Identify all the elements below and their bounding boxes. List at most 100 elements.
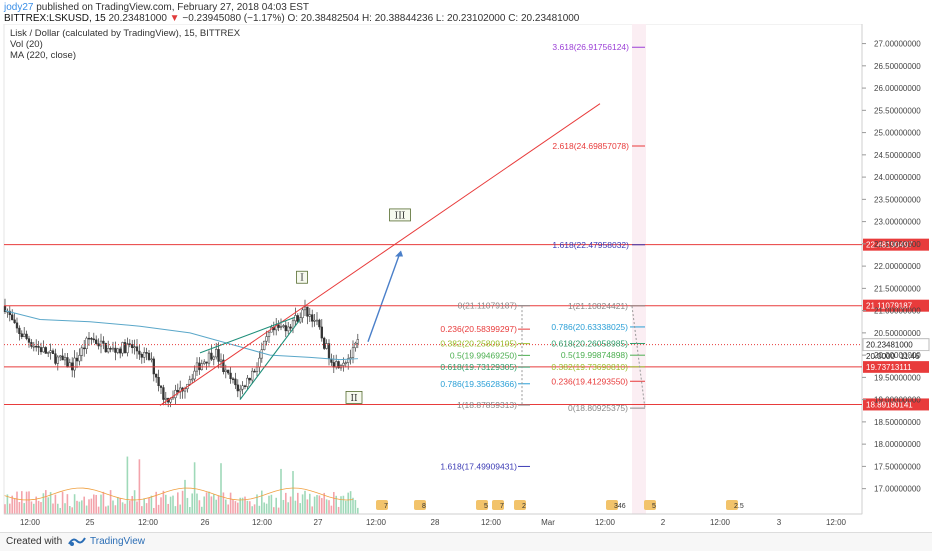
- candle-body: [212, 356, 215, 360]
- y-tick-label: 18.00000000: [874, 440, 921, 449]
- candle-body: [157, 377, 160, 386]
- change-value: −0.23945080 (−1.17%): [182, 13, 285, 24]
- chart-legend: Lisk / Dollar (calculated by TradingView…: [10, 28, 240, 61]
- candle-body: [320, 326, 323, 339]
- volume-bar: [323, 492, 325, 514]
- legend-volume[interactable]: Vol (20): [10, 39, 43, 50]
- candle-body: [282, 325, 285, 327]
- volume-bar: [215, 499, 217, 514]
- channel-upper: [199, 316, 296, 354]
- volume-bar: [251, 506, 253, 514]
- volume-bar: [81, 500, 83, 514]
- author-name[interactable]: jody27: [4, 2, 34, 13]
- candle-body: [205, 361, 208, 364]
- volume-bar: [318, 495, 321, 514]
- volume-bar: [340, 496, 342, 514]
- volume-bar: [311, 506, 313, 514]
- fib-right-trend: [631, 306, 646, 409]
- x-tick-label: 12:00: [252, 518, 273, 527]
- candle-body: [116, 348, 119, 353]
- x-tick-label: 27: [314, 518, 323, 527]
- candle-body: [234, 378, 237, 386]
- legend-ma[interactable]: MA (220, close): [10, 50, 76, 61]
- candle-body: [159, 385, 163, 388]
- candle-body: [315, 319, 319, 322]
- fib-ext-label: 1.618(22.47958032): [552, 240, 629, 250]
- volume-bar: [131, 496, 133, 514]
- volume-bar: [253, 504, 256, 514]
- volume-bar: [136, 501, 138, 514]
- volume-bar: [30, 501, 33, 514]
- volume-bar: [342, 495, 345, 514]
- x-tick-label: 2: [661, 518, 666, 527]
- volume-bar: [299, 503, 301, 514]
- y-tick-label: 23.00000000: [874, 218, 921, 227]
- volume-bar: [275, 497, 277, 514]
- volume-bar: [85, 505, 88, 514]
- volume-bar: [57, 503, 59, 514]
- x-tick-label: 12:00: [595, 518, 616, 527]
- volume-bar: [246, 500, 249, 514]
- tradingview-brand[interactable]: TradingView: [90, 536, 146, 547]
- candle-body: [102, 340, 105, 344]
- y-tick-label: 19.50000000: [874, 373, 921, 382]
- candle-body: [164, 397, 167, 400]
- candle-body: [284, 325, 287, 332]
- y-tick-label: 25.00000000: [874, 129, 921, 138]
- candle-body: [354, 342, 357, 349]
- volume-bar: [54, 494, 57, 514]
- volume-bar: [49, 492, 52, 514]
- volume-bar: [222, 492, 225, 514]
- volume-bar: [333, 491, 335, 514]
- volume-bar: [64, 503, 66, 514]
- candle-body: [287, 326, 290, 332]
- volume-bar: [229, 492, 232, 514]
- candle-body: [143, 352, 146, 358]
- candle-body: [289, 326, 292, 329]
- volume-bar: [165, 494, 167, 514]
- candle-body: [87, 337, 91, 340]
- plot-area: [3, 24, 863, 515]
- volume-bar: [189, 507, 191, 514]
- y-tick-label: 18.50000000: [874, 418, 921, 427]
- volume-bar: [277, 507, 280, 514]
- y-tick-label: 21.00000000: [874, 307, 921, 316]
- y-tick-label: 22.50000000: [874, 240, 921, 249]
- candle-body: [42, 347, 45, 353]
- y-tick-label: 17.50000000: [874, 462, 921, 471]
- volume-bar: [9, 503, 11, 514]
- volume-bar: [208, 491, 210, 514]
- volume-bar: [112, 500, 114, 514]
- fib-levels: 3.618(26.91756124) 2.618(24.69857078) 1.61…: [440, 42, 646, 471]
- volume-bar: [285, 492, 287, 514]
- volume-bar: [47, 497, 49, 514]
- volume-bar: [316, 495, 318, 514]
- chart-header: jody27 published on TradingView.com, Feb…: [0, 0, 932, 24]
- candle-body: [145, 352, 148, 354]
- candle-body: [308, 314, 311, 317]
- wave-label-box: [345, 391, 363, 404]
- volume-bar: [21, 491, 23, 514]
- candle-body: [318, 319, 321, 328]
- volume-bar: [126, 456, 129, 514]
- volume-bar: [354, 500, 357, 514]
- candle-body: [133, 346, 136, 349]
- candle-body: [131, 344, 134, 349]
- volume-bar: [71, 507, 73, 514]
- candle-body: [239, 388, 242, 392]
- candle-body: [162, 387, 165, 400]
- volume-bar: [45, 490, 47, 514]
- y-tick-label: 26.00000000: [874, 84, 921, 93]
- volume-bar: [138, 459, 141, 514]
- volume-bar: [301, 494, 304, 514]
- price-line-tag: [863, 238, 929, 251]
- volume-bar: [73, 494, 76, 514]
- volume-bar: [232, 499, 234, 514]
- price-line-label: 18.89180141: [866, 400, 913, 409]
- volume-bar: [143, 498, 145, 514]
- event-count: 7: [500, 503, 504, 510]
- fib-left-label: 0.236(20.58399297): [440, 324, 517, 334]
- candle-body: [171, 397, 175, 400]
- footer-bar: Created with TradingView: [0, 532, 932, 551]
